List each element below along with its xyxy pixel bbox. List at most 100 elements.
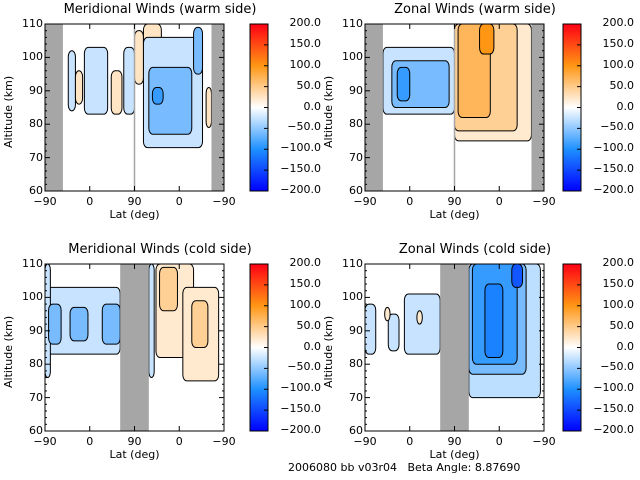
colorbar-tick-label: 150.0: [289, 36, 322, 50]
colorbar-tick-label: 200.0: [289, 16, 322, 29]
footer-info: 2006080 bb v03r04 Beta Angle: 8.87690: [288, 461, 520, 474]
colorbar-tick-label: 50.0: [609, 78, 635, 92]
contour-region: [384, 306, 391, 322]
y-tick-label: 110: [22, 17, 43, 30]
y-tick-label: 70: [349, 390, 363, 404]
colorbar-tick-label: −100.0: [593, 381, 634, 395]
y-tick-label: 100: [22, 290, 43, 304]
contour-region: [101, 303, 121, 345]
no-data-mask: [45, 24, 63, 191]
x-axis-label: Lat (deg): [429, 448, 480, 461]
plot-svg: [364, 263, 582, 432]
contour-region: [511, 263, 524, 288]
y-tick-label: 110: [342, 257, 363, 270]
colorbar-tick-label: 50.0: [609, 318, 635, 332]
colorbar-tick-label: 100.0: [602, 297, 635, 311]
y-tick-label: 80: [29, 357, 43, 371]
contour-region: [148, 263, 155, 379]
y-tick-label: 90: [349, 323, 363, 337]
y-tick-label: 60: [349, 184, 363, 197]
plot-svg: [364, 23, 582, 192]
contour-region: [134, 30, 144, 85]
colorbar-tick-label: −200.0: [280, 183, 321, 196]
colorbar-tick-label: −150.0: [280, 162, 321, 176]
contour-region: [110, 70, 123, 115]
colorbar-tick-label: 0.0: [616, 339, 635, 353]
x-tick-label: 90: [447, 195, 462, 208]
y-tick-label: 100: [342, 290, 363, 304]
y-tick-label: 70: [29, 390, 43, 404]
colorbar-tick-label: 100.0: [289, 297, 322, 311]
colorbar-tick-label: 50.0: [296, 78, 322, 92]
colorbar-tick-label: −50.0: [287, 360, 321, 374]
colorbar-tick-label: 0.0: [616, 99, 635, 113]
x-tick-label: 90: [127, 435, 142, 448]
x-axis-label: Lat (deg): [109, 208, 160, 221]
colorbar-tick-label: 150.0: [289, 276, 322, 290]
contour-region: [48, 303, 62, 345]
y-tick-label: 110: [342, 17, 363, 30]
y-tick-label: 80: [349, 117, 363, 131]
x-tick-label: −90: [353, 435, 377, 448]
colorbar-tick-label: −150.0: [593, 402, 634, 416]
x-tick-label: −90: [212, 195, 236, 208]
chart-title: Meridional Winds (cold side): [68, 242, 252, 257]
colorbar-tick-label: 0.0: [303, 99, 322, 113]
contour-region: [396, 66, 411, 102]
panel-zonal-warm: Zonal Winds (warm side) −90 0 90 0 −90 60 70 80 9…: [320, 0, 640, 240]
chart-title: Zonal Winds (warm side): [394, 2, 556, 17]
y-tick-label: 90: [29, 323, 43, 337]
colorbar-tick-label: −200.0: [593, 183, 634, 196]
plot-svg: [44, 263, 269, 432]
contour-region: [159, 266, 178, 312]
colorbar-tick-label: 150.0: [602, 276, 635, 290]
x-tick-label: 90: [127, 195, 142, 208]
colorbar-tick-label: −150.0: [593, 162, 634, 176]
y-axis-label: Altitude (km): [322, 315, 335, 388]
x-tick-label: 0: [175, 435, 183, 448]
contour-region: [74, 70, 84, 105]
contour-region: [151, 86, 164, 105]
y-tick-label: 100: [342, 50, 363, 64]
contour-region: [364, 303, 377, 355]
colorbar-tick-label: 50.0: [296, 318, 322, 332]
colorbar-tick-label: −200.0: [593, 423, 634, 436]
contour-region: [67, 50, 76, 112]
y-tick-label: 100: [22, 50, 43, 64]
no-data-mask: [440, 264, 469, 431]
colorbar-tick-label: −100.0: [280, 141, 321, 155]
colorbar-tick-label: −150.0: [280, 402, 321, 416]
contour-region: [148, 66, 193, 135]
y-tick-label: 80: [349, 357, 363, 371]
contour-region: [69, 306, 89, 342]
colorbar-tick-label: −50.0: [600, 360, 634, 374]
x-tick-label: 90: [447, 435, 462, 448]
contour-region: [479, 23, 495, 55]
colorbar-tick-label: −100.0: [593, 141, 634, 155]
contour-region: [191, 300, 209, 348]
x-tick-label: 0: [495, 435, 503, 448]
no-data-mask: [211, 24, 224, 191]
footer-id: 2006080 bb v03r04: [288, 461, 397, 474]
colorbar-tick-label: 100.0: [289, 57, 322, 71]
y-axis-label: Altitude (km): [2, 315, 15, 388]
contour-region: [123, 46, 136, 115]
y-tick-label: 60: [349, 424, 363, 437]
no-data-mask: [531, 24, 544, 191]
chart-title: Meridional Winds (warm side): [63, 2, 257, 17]
colorbar-tick-label: 200.0: [289, 256, 322, 269]
panel-meridional-warm: Meridional Winds (warm side) −90 0 90 0 −90 60…: [0, 0, 322, 240]
y-tick-label: 70: [29, 150, 43, 164]
colorbar-tick-label: −50.0: [600, 120, 634, 134]
y-tick-label: 80: [29, 117, 43, 131]
contour-region: [83, 46, 109, 115]
y-tick-label: 90: [29, 83, 43, 97]
colorbar-tick-label: 200.0: [602, 256, 635, 269]
colorbar-tick-label: −200.0: [280, 423, 321, 436]
x-tick-label: −90: [353, 195, 377, 208]
x-tick-label: 0: [406, 195, 414, 208]
y-tick-label: 70: [349, 150, 363, 164]
contour-region: [193, 26, 204, 75]
y-tick-label: 60: [29, 424, 43, 437]
contour-region: [387, 313, 400, 352]
